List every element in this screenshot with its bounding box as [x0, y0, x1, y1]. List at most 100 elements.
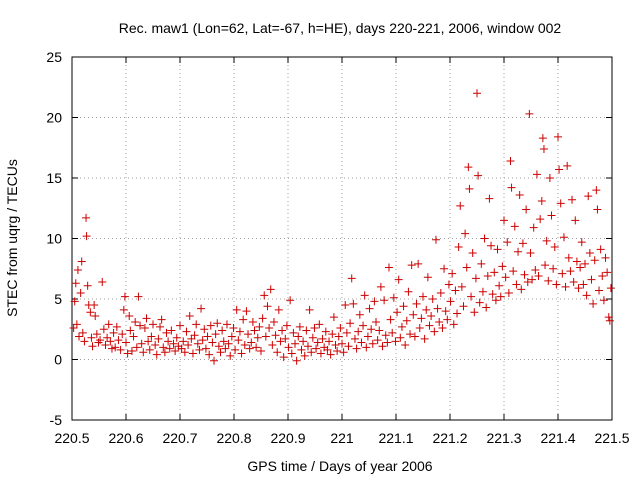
data-point [599, 296, 608, 305]
data-point [258, 314, 267, 323]
data-point [582, 291, 591, 300]
data-point [70, 297, 79, 306]
data-point [444, 280, 453, 289]
data-point [98, 278, 107, 287]
data-point [581, 259, 589, 268]
data-point [438, 324, 447, 333]
data-point [490, 268, 499, 277]
data-point [338, 339, 346, 348]
data-point [297, 345, 306, 354]
x-tick-label: 221.3 [486, 430, 521, 446]
data-point [271, 331, 280, 340]
data-point [132, 343, 141, 352]
data-point [76, 288, 85, 297]
data-point [576, 263, 585, 272]
data-point [595, 286, 604, 295]
data-point [323, 345, 332, 354]
data-point [344, 342, 353, 351]
data-point [140, 324, 149, 333]
data-point [242, 307, 251, 316]
data-point [162, 328, 171, 337]
data-point [487, 241, 496, 250]
data-point [300, 351, 309, 360]
data-point [159, 343, 168, 352]
data-point [383, 338, 392, 347]
data-point [119, 305, 128, 314]
data-point [590, 256, 599, 265]
data-point [449, 320, 458, 329]
data-point [396, 333, 405, 342]
data-point [368, 339, 377, 348]
y-tick-label: -5 [50, 412, 63, 428]
data-point [218, 326, 227, 335]
data-point [326, 350, 335, 359]
data-point [287, 349, 296, 358]
data-point [299, 337, 308, 346]
data-point [420, 334, 429, 343]
data-point [92, 330, 101, 339]
data-point [321, 327, 330, 336]
data-point [606, 284, 615, 293]
data-point [101, 340, 110, 349]
data-point [206, 321, 215, 330]
x-axis-label: GPS time / Days of year 2006 [247, 458, 432, 474]
data-point [118, 330, 127, 339]
data-point [260, 291, 269, 300]
data-point [216, 348, 225, 357]
data-point [534, 272, 543, 281]
data-point [436, 288, 445, 297]
data-point [72, 320, 81, 329]
data-point [454, 242, 463, 251]
data-point [412, 299, 421, 308]
data-point [584, 192, 593, 201]
data-point [151, 340, 160, 349]
data-point [510, 222, 519, 231]
data-point [577, 238, 586, 247]
data-point [522, 205, 531, 214]
data-point [244, 330, 253, 339]
data-point [111, 343, 120, 352]
data-point [82, 232, 91, 241]
data-point [456, 201, 465, 210]
data-point [491, 296, 500, 305]
data-point [464, 163, 473, 172]
data-point [198, 336, 207, 345]
data-point [415, 324, 424, 333]
data-point [561, 282, 570, 291]
data-point [568, 195, 577, 204]
data-point [303, 342, 312, 351]
data-point [352, 344, 361, 353]
data-point [517, 285, 526, 294]
data-point [77, 257, 86, 266]
data-point [483, 272, 492, 281]
data-point [406, 330, 415, 339]
data-point [446, 297, 455, 306]
data-point [393, 308, 402, 317]
data-point [569, 278, 578, 287]
data-points [69, 89, 615, 365]
data-point [501, 273, 510, 282]
data-point [192, 320, 201, 329]
data-point [363, 332, 372, 341]
data-point [156, 322, 165, 331]
data-point [417, 314, 426, 323]
data-point [475, 298, 484, 307]
data-point [197, 304, 206, 313]
data-point [180, 348, 189, 357]
data-point [331, 340, 340, 349]
data-point [375, 326, 384, 335]
data-point [474, 171, 483, 180]
data-point [459, 302, 468, 311]
data-point [116, 345, 125, 354]
data-point [571, 216, 580, 225]
data-point [407, 261, 416, 270]
data-point [221, 344, 230, 353]
data-point [448, 269, 457, 278]
data-point [261, 332, 270, 341]
data-point [378, 342, 387, 351]
data-point [308, 333, 317, 342]
data-point [307, 348, 316, 357]
data-point [470, 308, 479, 317]
